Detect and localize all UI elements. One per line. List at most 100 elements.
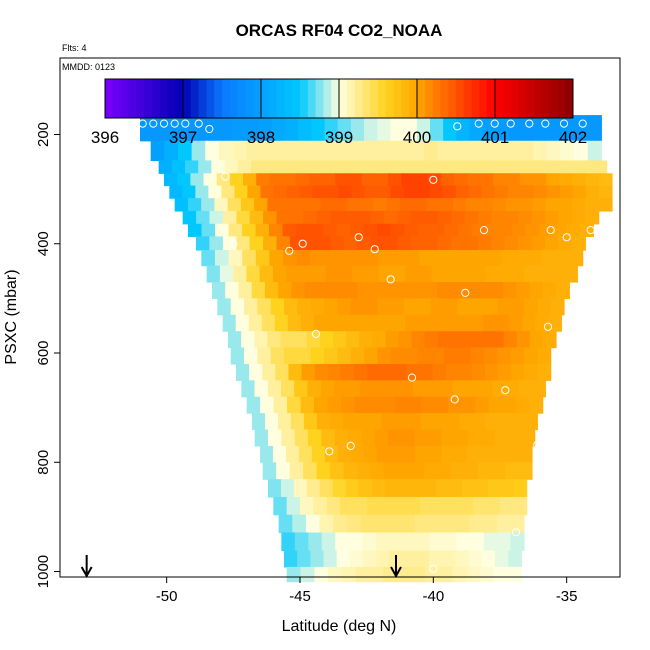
sample-point xyxy=(221,172,230,181)
heatmap-cell xyxy=(569,250,584,267)
sample-point xyxy=(338,552,347,561)
heatmap-cell xyxy=(330,236,345,251)
colorbar-segment xyxy=(151,79,161,118)
x-tick-label: -35 xyxy=(556,588,578,605)
heatmap-cell xyxy=(401,514,416,534)
heatmap-cell xyxy=(273,185,288,199)
heatmap-cell xyxy=(399,380,414,398)
heatmap-cell xyxy=(522,314,536,332)
heatmap-cell xyxy=(406,496,421,516)
sample-point xyxy=(149,119,158,128)
heatmap-cell xyxy=(598,173,613,187)
heatmap-cell xyxy=(359,331,373,349)
heatmap-cell xyxy=(370,462,385,480)
heatmap-cell xyxy=(316,462,331,480)
heatmap-cell xyxy=(357,236,372,251)
heatmap-cell xyxy=(424,462,439,480)
heatmap-cell xyxy=(500,479,515,498)
heatmap-cell xyxy=(505,140,520,162)
heatmap-cell xyxy=(347,380,361,398)
sample-point xyxy=(461,288,470,297)
sample-point xyxy=(181,119,190,128)
heatmap-cell xyxy=(482,115,497,142)
heatmap-cell xyxy=(364,250,379,267)
heatmap-cell xyxy=(320,198,335,212)
heatmap-cell xyxy=(249,210,264,225)
heatmap-cell xyxy=(215,223,230,237)
heatmap-cell xyxy=(389,445,404,463)
heatmap-cell xyxy=(298,445,313,463)
colorbar-segment xyxy=(518,79,527,118)
heatmap-cell xyxy=(284,347,298,365)
heatmap-cell xyxy=(550,298,565,316)
heatmap-cell xyxy=(332,331,347,349)
heatmap-cell xyxy=(408,396,423,414)
heatmap-cell xyxy=(269,250,284,267)
heatmap-cell xyxy=(308,429,322,447)
heatmap-cell xyxy=(558,210,573,225)
heatmap-cell xyxy=(402,550,417,568)
heatmap-cell xyxy=(344,281,359,299)
heatmap-cell xyxy=(535,314,549,332)
heatmap-cell xyxy=(387,514,402,534)
heatmap-cell xyxy=(244,347,258,365)
colorbar-segment xyxy=(526,79,535,118)
heatmap-cell xyxy=(252,413,266,431)
heatmap-cell xyxy=(451,236,466,251)
heatmap-cell xyxy=(260,445,274,463)
heatmap-cell xyxy=(351,250,366,267)
sample-point xyxy=(370,245,379,254)
x-tick-label: -40 xyxy=(422,588,444,605)
heatmap-cell xyxy=(504,210,519,225)
heatmap-cell xyxy=(429,550,443,568)
heatmap-cell xyxy=(410,462,425,480)
heatmap-cell xyxy=(295,173,310,187)
heatmap-cell xyxy=(286,185,301,199)
heatmap-cell xyxy=(529,331,544,349)
heatmap-cell xyxy=(284,550,298,568)
heatmap-cell xyxy=(282,173,297,187)
heatmap-cell xyxy=(227,198,242,212)
heatmap-cell xyxy=(243,173,257,187)
heatmap-cell xyxy=(310,250,325,267)
heatmap-cell xyxy=(410,210,425,225)
heatmap-cell xyxy=(458,265,473,283)
heatmap-cell xyxy=(463,281,478,299)
mmdd-label: MMDD: 0123 xyxy=(62,62,115,72)
heatmap-cell xyxy=(419,250,434,267)
colorbar-segment xyxy=(362,79,371,118)
heatmap-cell xyxy=(468,429,482,447)
heatmap-cell xyxy=(198,160,212,174)
heatmap-cell xyxy=(341,566,357,583)
heatmap-cell xyxy=(414,514,430,534)
heatmap-cell xyxy=(235,314,250,332)
heatmap-cell xyxy=(492,198,507,212)
heatmap-cell xyxy=(585,210,600,225)
heatmap-cell xyxy=(254,380,269,398)
heatmap-cell xyxy=(458,223,473,237)
flight-arrows xyxy=(80,555,402,579)
heatmap-cell xyxy=(384,281,398,299)
y-tick-label: 200 xyxy=(35,122,52,147)
heatmap-cell xyxy=(307,380,322,398)
heatmap-cell xyxy=(336,550,351,568)
heatmap-cell xyxy=(277,413,292,431)
heatmap-cell xyxy=(297,298,312,316)
heatmap-cell xyxy=(340,396,355,414)
heatmap-cell xyxy=(559,173,574,187)
heatmap-cell xyxy=(532,198,547,212)
sample-point xyxy=(429,564,438,573)
heatmap-cell xyxy=(475,396,490,414)
heatmap-cell xyxy=(282,223,297,237)
sample-point xyxy=(194,119,203,128)
heatmap-cell xyxy=(505,380,520,398)
sample-point xyxy=(229,239,238,248)
colorbar-tick-label: 396 xyxy=(91,128,119,147)
heatmap-cell xyxy=(392,265,406,283)
heatmap-cell xyxy=(303,160,318,174)
heatmap-cell xyxy=(316,160,331,174)
colorbar-segment xyxy=(409,79,418,118)
heatmap-cell xyxy=(417,347,432,365)
heatmap-cell xyxy=(287,140,302,162)
heatmap-cell xyxy=(230,298,245,316)
